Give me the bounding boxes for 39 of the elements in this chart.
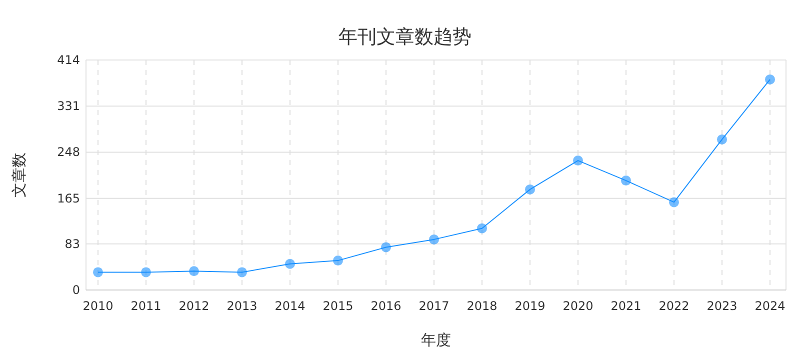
x-tick-label: 2015: [322, 299, 354, 313]
x-tick-label: 2017: [418, 299, 450, 313]
x-tick-label: 2018: [466, 299, 498, 313]
point: [141, 267, 151, 278]
x-tick-label: 2016: [370, 299, 402, 313]
y-tick-label: 83: [64, 236, 80, 251]
point: [429, 234, 439, 244]
point: [573, 156, 583, 166]
point: [333, 256, 343, 266]
point: [525, 184, 535, 194]
point: [237, 267, 247, 278]
point: [381, 242, 391, 252]
x-tick-label: 2019: [514, 299, 546, 313]
point: [669, 197, 679, 208]
x-tick-label: 2022: [658, 299, 690, 313]
y-tick-label: 414: [57, 53, 80, 67]
point: [621, 176, 631, 186]
x-tick-label: 2021: [610, 299, 642, 313]
x-tick-label: 2020: [562, 299, 594, 313]
y-tick-label: 165: [57, 191, 80, 206]
x-tick-label: 2014: [274, 299, 306, 313]
chart-title: 年刊文章数趋势: [338, 26, 472, 48]
y-tick-label: 331: [57, 99, 80, 114]
y-tick-label: 248: [57, 145, 80, 160]
x-tick-label: 2010: [82, 299, 114, 313]
point: [189, 266, 199, 276]
x-tick-label: 2023: [706, 299, 738, 313]
point: [477, 223, 487, 234]
y-tick-label: 0: [72, 283, 80, 297]
x-tick-label: 2011: [130, 299, 162, 313]
point: [717, 134, 727, 144]
y-axis-title: 文章数: [10, 152, 28, 198]
x-tick-label: 2024: [754, 299, 786, 313]
point: [93, 267, 103, 278]
point: [285, 258, 295, 269]
x-axis-title: 年度: [421, 331, 451, 349]
x-tick-label: 2013: [226, 299, 258, 313]
point: [765, 74, 775, 84]
x-tick-label: 2012: [178, 299, 210, 313]
